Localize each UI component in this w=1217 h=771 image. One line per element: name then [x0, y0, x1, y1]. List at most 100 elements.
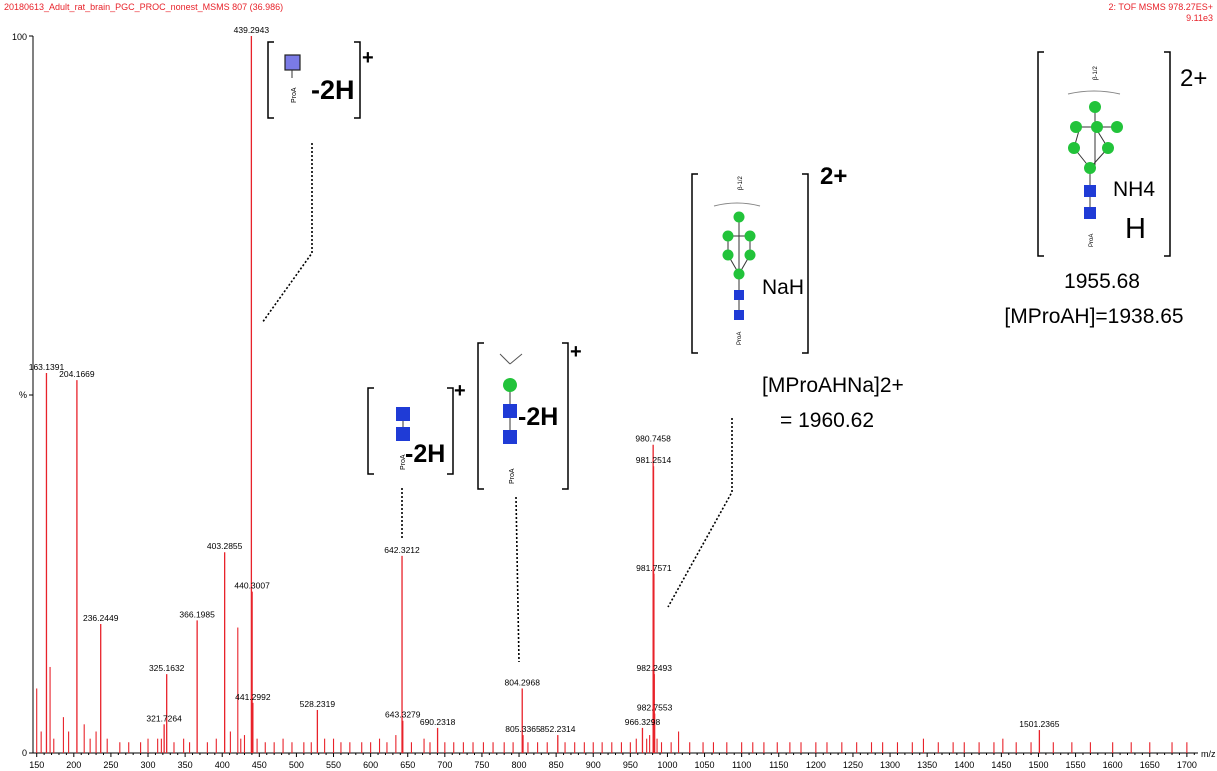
- glcnac-square-icon: [503, 404, 517, 418]
- linker-label: ProA: [291, 87, 298, 103]
- peak-label: 325.1632: [149, 663, 185, 673]
- mass-label: 1955.68: [1064, 270, 1140, 293]
- glcnac-square-icon: [1084, 207, 1096, 219]
- mannose-circle-icon: [1068, 142, 1080, 154]
- x-tick-label: 1100: [732, 760, 751, 770]
- axes: 100 % 0 m/z 150 200 250 300 350 400 450 500 550 6…: [12, 32, 1216, 770]
- peak-label: 321.7264: [146, 713, 182, 723]
- x-tick-label: 350: [178, 760, 193, 770]
- peak-label: 805.3365: [505, 724, 541, 734]
- x-tick-label: 900: [586, 760, 601, 770]
- leader-line: [261, 143, 313, 324]
- linker-label: ProA: [400, 454, 407, 470]
- x-tick-label: 1250: [843, 760, 863, 770]
- leader-line: [515, 496, 520, 663]
- formula-label: [MProAH]=1938.65: [1004, 305, 1183, 328]
- x-tick-label: 1400: [954, 760, 974, 770]
- x-unit-label: m/z: [1201, 749, 1216, 759]
- charge-label: +: [362, 47, 374, 69]
- adduct-label-nh4: NH4: [1113, 178, 1155, 201]
- peak-label: 966.3298: [625, 717, 661, 727]
- peak-label: 642.3212: [384, 545, 420, 555]
- adduct-label-h: H: [1125, 213, 1146, 245]
- mannose-circle-icon: [722, 230, 734, 242]
- x-tick-label: 300: [141, 760, 156, 770]
- value-label: = 1960.62: [780, 409, 874, 432]
- mannose-circle-icon: [1102, 142, 1114, 154]
- mannose-circle-icon: [733, 268, 745, 280]
- charge-label: +: [570, 341, 582, 363]
- mannose-circle-icon: [744, 230, 756, 242]
- peak-label: 440.3007: [234, 581, 270, 591]
- charge-label: 2+: [1180, 65, 1207, 92]
- peak-label: 982.7553: [637, 703, 673, 713]
- x-tick-label: 1150: [769, 760, 788, 770]
- x-tick-label: 1000: [657, 760, 677, 770]
- x-tick-label: 550: [326, 760, 341, 770]
- modification-label: -2H: [405, 440, 445, 468]
- linker-label: ProA: [509, 468, 516, 484]
- leader-line: [667, 418, 733, 608]
- mannose-circle-icon: [503, 378, 517, 392]
- mannose-circle-icon: [1089, 101, 1101, 113]
- mannose-circle-icon: [722, 249, 734, 261]
- mannose-circle-icon: [1070, 121, 1082, 133]
- modification-label: -2H: [311, 75, 355, 105]
- x-tick-label: 500: [289, 760, 304, 770]
- x-tick-label: 450: [252, 760, 267, 770]
- x-tick-label: 800: [512, 760, 527, 770]
- scan-info: 2: TOF MSMS 978.27ES+: [1108, 2, 1213, 12]
- glcnac-square-icon: [396, 407, 410, 421]
- x-tick-label: 200: [66, 760, 81, 770]
- x-tick-label: 250: [103, 760, 118, 770]
- peak-label: 1501.2365: [1019, 719, 1059, 729]
- x-tick-label: 1300: [880, 760, 900, 770]
- x-tick-label: 1200: [806, 760, 826, 770]
- x-tick-label: 600: [363, 760, 378, 770]
- linker-label: ProA: [1089, 234, 1095, 247]
- modification-label: -2H: [518, 403, 558, 431]
- y-label-0: 0: [22, 748, 27, 758]
- x-tick-label: 700: [437, 760, 452, 770]
- peak-label: 204.1669: [59, 369, 95, 379]
- run-title: 20180613_Adult_rat_brain_PGC_PROC_nonest…: [4, 2, 284, 12]
- glcnac-square-icon: [734, 310, 744, 320]
- peak-label: 441.2992: [235, 692, 271, 702]
- peak-label: 980.7458: [635, 434, 671, 444]
- mannose-circle-icon: [1084, 162, 1096, 174]
- adduct-label: NaH: [762, 276, 804, 299]
- mannose-circle-icon: [744, 249, 756, 261]
- peak-label: 528.2319: [300, 699, 336, 709]
- x-tick-label: 1700: [1177, 760, 1197, 770]
- peak-label: 852.2314: [540, 724, 576, 734]
- formula-label: [MProAHNa]2+: [762, 374, 904, 397]
- x-ticks: 150 200 250 300 350 400 450 500 550 600 650 700 750 8…: [29, 753, 1197, 770]
- peak-label: 643.3279: [385, 710, 421, 720]
- charge-label: +: [454, 380, 466, 402]
- linker-label: ProA: [737, 332, 743, 345]
- x-tick-label: 1050: [695, 760, 715, 770]
- peak-label: 236.2449: [83, 613, 119, 623]
- linkage-label: β-1/2: [1093, 66, 1099, 80]
- intensity-readout: 9.11e3: [1186, 13, 1213, 23]
- charge-label: 2+: [820, 163, 847, 190]
- glcnac-square-icon: [734, 290, 744, 300]
- x-tick-label: 1500: [1028, 760, 1048, 770]
- peak-label: 366.1985: [179, 609, 215, 619]
- x-tick-label: 950: [623, 760, 638, 770]
- ion-annotation-5: β-1/2 ProA NH4 H 2+ 1955.68 [MProAH]=193…: [1004, 51, 1207, 328]
- mannose-circle-icon: [1111, 121, 1123, 133]
- peak-label: 439.2943: [234, 25, 270, 35]
- y-label-100: 100: [12, 32, 27, 42]
- peak-label: 982.2493: [637, 663, 673, 673]
- x-tick-label: 1450: [991, 760, 1011, 770]
- x-tick-label: 750: [474, 760, 489, 770]
- ion-annotation-2: ProA -2H +: [367, 380, 466, 538]
- ion-annotation-3: ProA -2H +: [477, 341, 582, 663]
- mannose-circle-icon: [733, 211, 745, 223]
- y-label-percent: %: [19, 390, 27, 400]
- peak-label: 981.2514: [636, 455, 672, 465]
- x-tick-label: 650: [400, 760, 415, 770]
